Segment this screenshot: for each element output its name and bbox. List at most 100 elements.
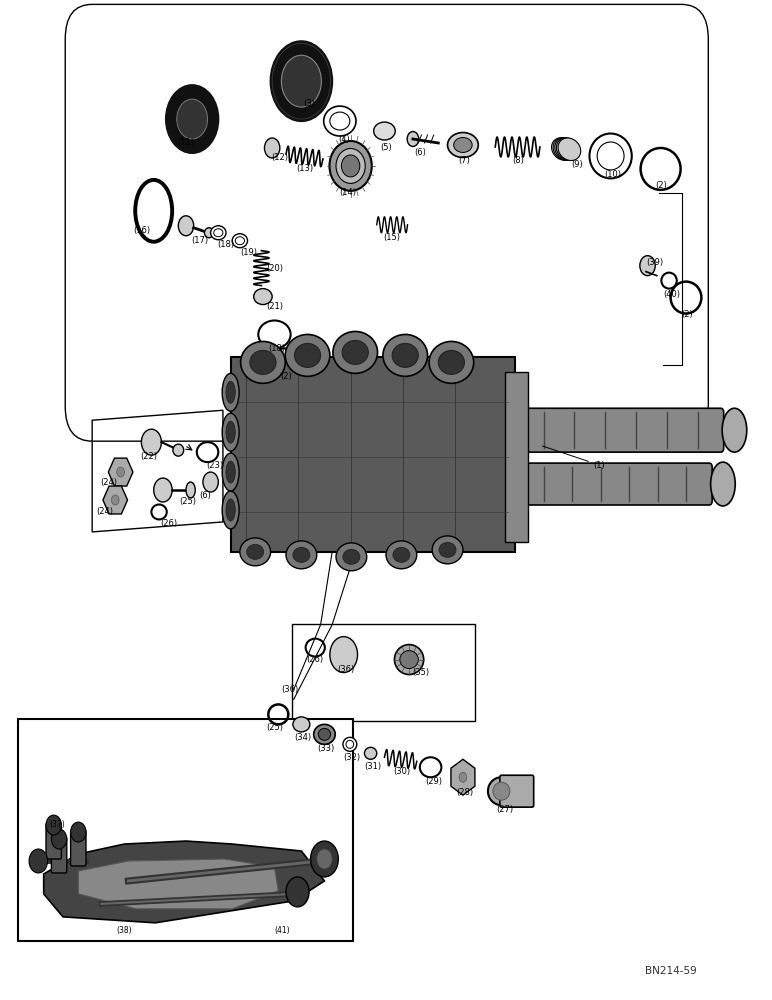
FancyBboxPatch shape [525,408,723,452]
Ellipse shape [432,536,463,564]
Circle shape [330,637,357,673]
FancyBboxPatch shape [52,837,66,873]
Ellipse shape [346,740,354,748]
Ellipse shape [383,334,428,376]
Ellipse shape [393,547,410,562]
Text: (15): (15) [384,233,401,242]
Circle shape [265,138,279,158]
Text: (23): (23) [207,461,224,470]
Ellipse shape [407,132,418,146]
Text: (33): (33) [317,744,334,753]
Text: (19): (19) [241,248,258,257]
Text: (24): (24) [96,507,113,516]
Text: (18): (18) [218,240,235,249]
Ellipse shape [722,408,747,452]
Circle shape [141,429,161,455]
Ellipse shape [394,645,424,675]
Ellipse shape [710,462,735,506]
Circle shape [46,815,62,835]
Ellipse shape [330,112,350,130]
Ellipse shape [240,538,271,566]
Ellipse shape [226,381,235,403]
Text: (12): (12) [271,153,289,162]
Ellipse shape [448,133,479,157]
Circle shape [177,99,208,139]
Circle shape [29,849,48,873]
Ellipse shape [454,138,472,152]
Text: (6): (6) [199,491,212,500]
Ellipse shape [111,495,119,505]
Ellipse shape [336,148,365,183]
Ellipse shape [392,343,418,367]
Polygon shape [108,458,133,486]
Ellipse shape [222,453,239,491]
Ellipse shape [330,141,372,191]
FancyBboxPatch shape [70,830,86,866]
Ellipse shape [247,544,264,559]
FancyBboxPatch shape [505,372,528,542]
Text: (8): (8) [513,156,524,165]
Polygon shape [451,759,475,795]
Text: (39): (39) [647,258,664,267]
Text: (9): (9) [571,160,583,169]
Text: (28): (28) [456,788,473,797]
Text: (29): (29) [425,777,442,786]
Text: (2): (2) [280,372,292,381]
Text: BN214-59: BN214-59 [645,966,696,976]
Ellipse shape [459,772,467,782]
Ellipse shape [551,138,574,160]
Ellipse shape [285,334,330,376]
Ellipse shape [343,549,360,564]
Ellipse shape [293,547,310,562]
Ellipse shape [214,229,223,237]
Text: (16): (16) [134,226,151,235]
Ellipse shape [117,467,124,477]
Ellipse shape [386,541,417,569]
Circle shape [154,478,172,502]
Polygon shape [103,486,127,514]
Text: (6): (6) [415,148,427,157]
Ellipse shape [429,341,474,383]
Text: (21): (21) [266,302,283,311]
Text: (14): (14) [339,188,356,197]
Ellipse shape [554,138,576,160]
Ellipse shape [598,142,624,170]
Text: (10): (10) [604,170,621,179]
Circle shape [271,41,332,121]
Ellipse shape [557,138,579,160]
Bar [292,624,476,721]
Circle shape [286,877,309,907]
Ellipse shape [173,444,184,456]
Ellipse shape [226,421,235,443]
Ellipse shape [438,350,465,374]
Text: (31): (31) [364,762,381,771]
Ellipse shape [555,138,577,160]
Polygon shape [78,859,279,909]
Text: (37): (37) [49,820,66,829]
Ellipse shape [323,106,356,136]
Text: (30): (30) [393,767,410,776]
Text: (3): (3) [303,99,315,108]
FancyBboxPatch shape [499,775,533,807]
Ellipse shape [336,543,367,571]
Text: (7): (7) [459,156,470,165]
FancyBboxPatch shape [231,357,515,552]
Ellipse shape [313,724,335,744]
Ellipse shape [222,491,239,529]
Circle shape [310,841,338,877]
Circle shape [52,829,66,849]
Ellipse shape [211,226,226,240]
Text: (26): (26) [306,655,323,664]
Text: (40): (40) [664,290,681,299]
Ellipse shape [364,747,377,759]
Circle shape [203,472,218,492]
Ellipse shape [493,782,510,800]
FancyBboxPatch shape [525,463,712,505]
Text: (18): (18) [268,344,286,353]
Polygon shape [44,841,324,923]
Text: (41): (41) [274,926,290,935]
Text: (11): (11) [178,138,195,147]
Ellipse shape [400,651,418,669]
Ellipse shape [318,728,330,740]
Ellipse shape [241,341,285,383]
